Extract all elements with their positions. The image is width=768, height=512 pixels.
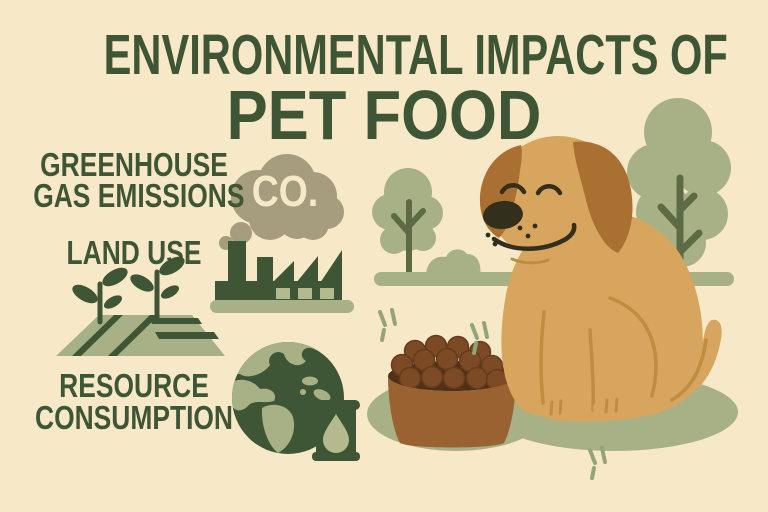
farm-field-sprouts-icon — [56, 256, 225, 356]
tree-trunk — [391, 199, 426, 277]
label-land-use: LAND USE — [66, 234, 202, 271]
kibble — [390, 334, 509, 392]
kibble-bowl-icon — [388, 334, 516, 448]
dog-chin-line — [510, 257, 550, 265]
dog-fur-lines — [539, 296, 708, 412]
co2-smoke-cloud-icon — [219, 154, 344, 250]
factory-base — [210, 300, 354, 313]
factory-icon — [210, 241, 354, 313]
title-line-2: PET FOOD — [226, 76, 542, 154]
co2-cloud-text: CO. — [251, 167, 319, 216]
sprout-leaves — [72, 256, 185, 309]
dog-illustration — [479, 136, 722, 422]
field-furrows — [72, 315, 219, 356]
dog-eyes — [499, 183, 563, 196]
dog-tail — [668, 319, 722, 403]
title-line-1: ENVIRONMENTAL IMPACTS OF — [103, 23, 728, 87]
dog-freckles — [485, 223, 538, 247]
bush-icon — [426, 249, 481, 276]
dog-muzzle — [497, 193, 597, 255]
label-resource-consumption-line-2: CONSUMPTION — [34, 399, 233, 436]
park-scene — [372, 98, 734, 289]
dog-smile — [491, 222, 577, 251]
dog-ear-right — [573, 141, 633, 253]
label-greenhouse-gas-line-1: GREENHOUSE — [40, 146, 228, 183]
dog-body — [501, 209, 703, 422]
grass-tuft-icon — [378, 308, 607, 480]
oil-drum-water-drop-icon — [312, 400, 360, 461]
dog-nose — [483, 200, 523, 230]
label-greenhouse-gas-line-2: GAS EMISSIONS — [33, 177, 245, 214]
water-drop — [323, 414, 349, 453]
sprout-stems — [97, 269, 160, 325]
label-resource-consumption-line-1: RESOURCE — [59, 367, 209, 404]
factory-windows — [276, 288, 334, 299]
dog-toe-lines — [549, 397, 619, 416]
bowl-body — [388, 376, 516, 448]
